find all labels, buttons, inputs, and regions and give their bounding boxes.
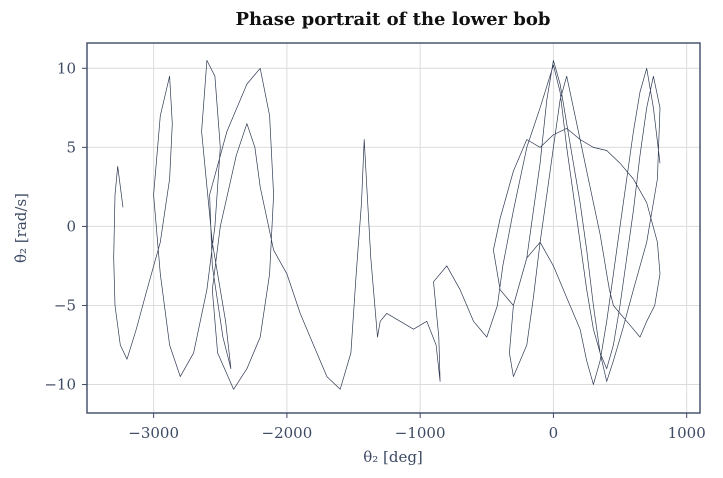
x-tick-label: −2000 [262, 424, 313, 442]
y-tick-label: 5 [66, 138, 76, 156]
y-tick-label: −5 [54, 296, 76, 314]
y-tick-label: −10 [44, 376, 76, 394]
x-axis-label: θ₂ [deg] [363, 448, 423, 466]
x-axis-ticks: −3000 −2000 −1000 0 1000 [128, 413, 706, 442]
y-tick-label: 10 [57, 59, 76, 77]
y-axis-label: θ̇₂ [rad/s] [12, 193, 30, 263]
grid-lines [87, 43, 700, 413]
plot-frame [86, 42, 701, 414]
y-axis-ticks: −10 −5 0 5 10 [44, 59, 87, 394]
x-tick-label: 1000 [668, 424, 706, 442]
y-tick-label: 0 [66, 217, 76, 235]
x-tick-label: −3000 [128, 424, 179, 442]
trajectory-line [113, 60, 661, 390]
trace-layer [113, 60, 661, 390]
x-tick-label: −1000 [395, 424, 446, 442]
x-tick-label: 0 [549, 424, 559, 442]
chart-title: Phase portrait of the lower bob [236, 9, 551, 30]
